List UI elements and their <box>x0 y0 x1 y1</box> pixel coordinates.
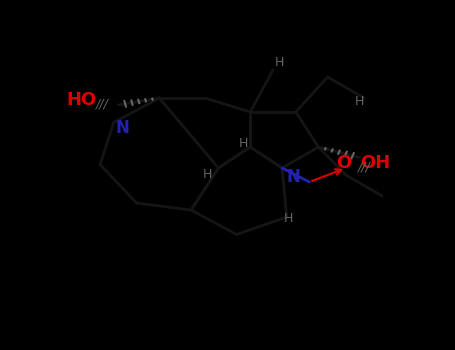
Text: H: H <box>355 95 364 108</box>
Text: ///: /// <box>358 160 370 174</box>
Text: OH: OH <box>360 154 390 172</box>
Text: O: O <box>336 154 351 172</box>
Text: H: H <box>284 212 293 225</box>
Text: N: N <box>287 168 300 186</box>
Text: H: H <box>239 137 248 150</box>
Text: HO: HO <box>67 91 97 109</box>
Text: ///: /// <box>96 97 109 111</box>
Text: N: N <box>116 119 130 137</box>
Text: H: H <box>275 56 284 70</box>
Text: H: H <box>202 168 212 182</box>
